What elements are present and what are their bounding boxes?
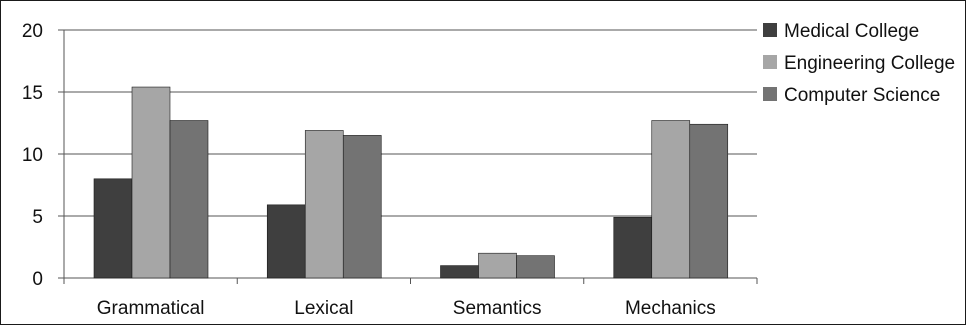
x-tick-label: Mechanics	[625, 298, 716, 319]
legend-label: Medical College	[784, 21, 919, 42]
y-tick-label: 5	[32, 207, 43, 228]
bar-medical-college-semantics	[440, 265, 479, 279]
bar-medical-college-mechanics	[613, 216, 653, 279]
bar-medical-college-lexical	[266, 204, 306, 279]
y-tick-label: 20	[22, 21, 43, 42]
legend-swatch	[763, 87, 777, 101]
x-tick-label: Lexical	[294, 298, 353, 319]
y-tick-label: 15	[22, 83, 43, 104]
bar-computer-science-semantics	[516, 255, 555, 279]
bar-engineering-college-grammatical	[131, 86, 171, 279]
x-tick-label: Grammatical	[97, 298, 205, 319]
legend-label: Engineering College	[784, 53, 955, 74]
bar-engineering-college-mechanics	[651, 120, 691, 279]
legend-swatch	[763, 23, 777, 37]
y-tick-label: 0	[32, 269, 43, 290]
bar-computer-science-grammatical	[169, 120, 209, 279]
legend-label: Computer Science	[784, 85, 940, 106]
legend-swatch	[763, 55, 777, 69]
bar-computer-science-mechanics	[689, 123, 729, 279]
y-tick-label: 10	[22, 145, 43, 166]
bar-engineering-college-lexical	[304, 130, 344, 279]
x-tick-label: Semantics	[453, 298, 542, 319]
bar-medical-college-grammatical	[93, 178, 133, 279]
bar-engineering-college-semantics	[478, 252, 517, 279]
bar-computer-science-lexical	[342, 135, 382, 279]
